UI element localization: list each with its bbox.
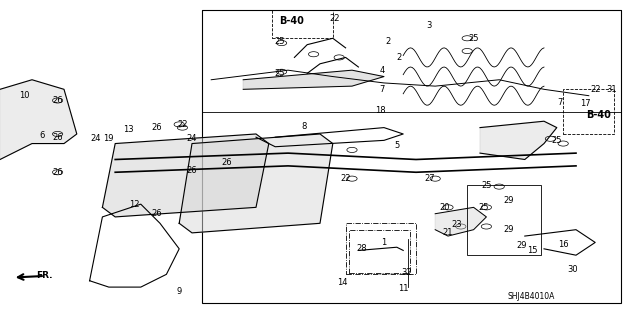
Text: 31: 31 <box>606 85 616 94</box>
Text: 3: 3 <box>426 21 431 30</box>
Text: 2: 2 <box>386 37 391 46</box>
Bar <box>272 10 333 38</box>
Text: 22: 22 <box>590 85 600 94</box>
Text: 25: 25 <box>275 37 285 46</box>
Text: 8: 8 <box>301 122 307 130</box>
Bar <box>563 89 614 134</box>
Text: 20: 20 <box>439 203 449 212</box>
Text: 26: 26 <box>52 168 63 177</box>
Text: 29: 29 <box>516 241 527 250</box>
Text: B-40: B-40 <box>586 110 611 120</box>
Text: 26: 26 <box>152 209 162 218</box>
Text: 25: 25 <box>481 181 492 189</box>
Text: 26: 26 <box>222 158 232 167</box>
Text: 7: 7 <box>380 85 385 94</box>
Text: 25: 25 <box>275 69 285 78</box>
Text: 2: 2 <box>397 53 402 62</box>
Text: 1: 1 <box>381 238 387 247</box>
Polygon shape <box>480 121 557 160</box>
Text: 7: 7 <box>557 98 563 107</box>
Text: 26: 26 <box>152 123 162 132</box>
Text: 23: 23 <box>452 220 462 229</box>
Text: 32: 32 <box>402 268 412 277</box>
Text: 29: 29 <box>504 197 514 205</box>
Text: 9: 9 <box>177 287 182 296</box>
Text: 24: 24 <box>91 134 101 143</box>
Text: 13: 13 <box>123 125 133 134</box>
Bar <box>346 223 416 274</box>
Text: 30: 30 <box>568 265 578 274</box>
Text: 21: 21 <box>443 228 453 237</box>
Text: 22: 22 <box>177 120 188 129</box>
Text: FR.: FR. <box>36 271 53 280</box>
Text: 16: 16 <box>558 240 568 249</box>
Text: 14: 14 <box>337 278 348 287</box>
Text: 29: 29 <box>504 225 514 234</box>
Text: 12: 12 <box>129 200 140 209</box>
Text: SHJ4B4010A: SHJ4B4010A <box>508 292 555 301</box>
Bar <box>202 10 621 112</box>
Text: 26: 26 <box>52 96 63 105</box>
Text: 22: 22 <box>340 174 351 183</box>
Polygon shape <box>179 134 333 233</box>
Text: 22: 22 <box>330 14 340 23</box>
Bar <box>349 230 410 273</box>
Text: 19: 19 <box>104 134 114 143</box>
Bar <box>467 185 541 255</box>
Text: 17: 17 <box>580 99 591 108</box>
Polygon shape <box>102 134 269 217</box>
Text: 5: 5 <box>394 141 399 150</box>
Text: 15: 15 <box>527 246 538 255</box>
Text: 27: 27 <box>425 174 435 183</box>
Text: 18: 18 <box>376 106 386 115</box>
Bar <box>202 10 621 303</box>
Text: 26: 26 <box>52 133 63 142</box>
Text: 6: 6 <box>39 131 44 140</box>
Text: 25: 25 <box>478 203 488 212</box>
Text: 25: 25 <box>468 34 479 43</box>
Text: 4: 4 <box>380 66 385 75</box>
Polygon shape <box>243 70 384 89</box>
Text: 25: 25 <box>552 136 562 145</box>
Polygon shape <box>0 80 77 160</box>
Text: 11: 11 <box>398 284 408 293</box>
Text: B-40: B-40 <box>279 16 303 26</box>
Text: 28: 28 <box>356 244 367 253</box>
Text: 10: 10 <box>19 91 29 100</box>
Text: 24: 24 <box>187 134 197 143</box>
Polygon shape <box>435 207 486 236</box>
Text: 26: 26 <box>187 166 197 175</box>
